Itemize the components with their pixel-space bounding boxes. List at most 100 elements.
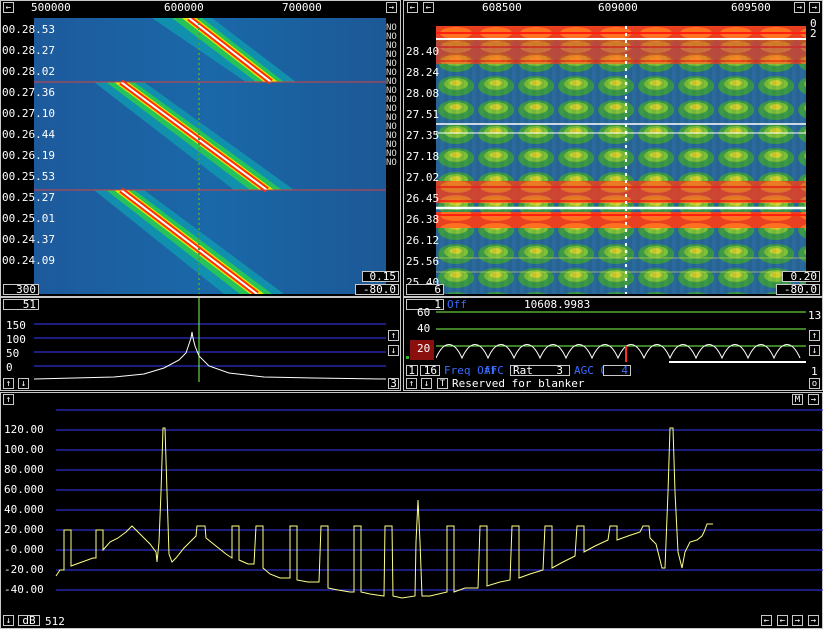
t-button[interactable]: T (437, 378, 448, 389)
off-label[interactable]: Off (447, 298, 467, 311)
frequency-readout: 10608.9983 (524, 298, 591, 311)
no-column: NO NO NO NO NO NO NO NO NO NO NO NO NO N… (386, 24, 400, 174)
scroll-down-button[interactable]: ↓ (18, 378, 29, 389)
y-axis-label: 20 (417, 342, 431, 355)
scroll-down-button[interactable]: ↓ (421, 378, 432, 389)
time-label: 28.24 (406, 66, 440, 79)
no-label: NO (386, 50, 397, 60)
scroll-up-button[interactable]: ↑ (3, 394, 14, 405)
time-label: 25.56 (406, 255, 440, 268)
freq-tick-label: 700000 (282, 1, 322, 14)
y-axis-label: 100 (6, 333, 26, 346)
scroll-right-button[interactable]: → (794, 2, 805, 13)
left-avg-box[interactable]: 300 (3, 284, 39, 295)
time-label: 00.26.19 (2, 149, 55, 162)
rat-label: Rat (513, 364, 533, 377)
o-button[interactable]: o (809, 378, 820, 389)
left-offset-box[interactable]: -80.0 (355, 284, 399, 295)
freq-tick-label: 600000 (164, 1, 204, 14)
y-axis-label: 60 (417, 306, 431, 319)
freq-tick-label: 609500 (731, 1, 771, 14)
box-1[interactable]: 1 (406, 365, 418, 376)
left-spectrum-panel (0, 297, 401, 391)
no-label: NO (386, 104, 397, 114)
time-label: 27.02 (406, 171, 440, 184)
time-label: 00.25.01 (2, 212, 55, 225)
rat-box[interactable]: Rat 3 (510, 365, 570, 376)
scroll-right-button[interactable]: → (386, 2, 397, 13)
box-16[interactable]: 16 (420, 365, 440, 376)
left-gain-box[interactable]: 0.15 (362, 271, 399, 282)
y-axis-label: 20.000 (4, 523, 44, 536)
freq-off-toggle[interactable]: Freq Off (444, 364, 497, 377)
scroll-left-button[interactable]: ← (3, 2, 14, 13)
time-label: 28.40 (406, 45, 440, 58)
no-label: NO (386, 23, 397, 33)
scroll-down-button[interactable]: ↓ (3, 615, 14, 626)
side-indicator: 2 (810, 27, 817, 40)
no-label: NO (386, 32, 397, 42)
time-label: 00.25.27 (2, 191, 55, 204)
fft-size-label: 512 (45, 615, 65, 628)
signal-band (94, 79, 294, 193)
scroll-right-button[interactable]: → (792, 615, 803, 626)
time-label: 27.18 (406, 150, 440, 163)
side-indicator: 0 (810, 17, 817, 30)
no-label: NO (386, 140, 397, 150)
time-label: 00.28.53 (2, 23, 55, 36)
rat-value: 3 (556, 364, 563, 377)
db-button[interactable]: dB (18, 615, 40, 626)
left-waterfall-image[interactable] (34, 18, 386, 294)
red-indicator-box[interactable] (410, 340, 434, 360)
scroll-down-button[interactable]: ↓ (809, 345, 820, 356)
time-label: 26.38 (406, 213, 440, 226)
green-indicator (406, 356, 409, 359)
y-axis-label: -20.00 (4, 563, 44, 576)
scroll-right-button[interactable]: → (809, 2, 820, 13)
right-audio-graph[interactable] (436, 310, 806, 364)
y-axis-label: 150 (6, 319, 26, 332)
y-axis-label: 0 (6, 361, 13, 374)
m-button[interactable]: M (792, 394, 803, 405)
no-label: NO (386, 59, 397, 69)
time-label: 26.45 (406, 192, 440, 205)
time-label: 25.40 (406, 276, 440, 289)
y-axis-label: 40 (417, 322, 431, 335)
y-axis-label: 60.000 (4, 483, 44, 496)
scroll-left-button[interactable]: ← (777, 615, 788, 626)
y-axis-label: 50 (6, 347, 20, 360)
scroll-up-button[interactable]: ↑ (406, 378, 417, 389)
time-label: 00.24.37 (2, 233, 55, 246)
scroll-right-button[interactable]: → (808, 615, 819, 626)
scroll-right-button[interactable]: → (808, 394, 819, 405)
time-label: 00.27.36 (2, 86, 55, 99)
scroll-up-button[interactable]: ↑ (3, 378, 14, 389)
time-label: 00.26.44 (2, 128, 55, 141)
left-spectrum-graph[interactable] (34, 298, 386, 382)
left-spectrum-top-box[interactable]: 51 (3, 299, 39, 310)
right-avg-box[interactable]: 6 (406, 284, 444, 295)
right-offset-box[interactable]: -80.0 (776, 284, 820, 295)
right-waterfall-image[interactable] (436, 26, 806, 294)
freq-tick-label: 609000 (598, 1, 638, 14)
scroll-left-button[interactable]: ← (761, 615, 772, 626)
scroll-left-button[interactable]: ← (423, 2, 434, 13)
agc-value-box[interactable]: 4 (603, 365, 631, 376)
scroll-down-button[interactable]: ↓ (388, 345, 399, 356)
scroll-up-button[interactable]: ↑ (388, 330, 399, 341)
left-spectrum-right-box[interactable]: 3 (388, 378, 399, 389)
scroll-left-button[interactable]: ← (407, 2, 418, 13)
no-label: NO (386, 95, 397, 105)
y-axis-label: 40.000 (4, 503, 44, 516)
time-label: 00.28.27 (2, 44, 55, 57)
right-box-1[interactable]: 1 (406, 299, 444, 310)
right-scale-bottom: 1 (811, 365, 818, 378)
scroll-up-button[interactable]: ↑ (809, 330, 820, 341)
freq-tick-label: 608500 (482, 1, 522, 14)
no-label: NO (386, 68, 397, 78)
y-axis-label: 120.00 (4, 423, 44, 436)
baseband-graph[interactable] (0, 392, 823, 612)
left-freq-axis: 500000 600000 700000 (16, 2, 384, 14)
right-gain-box[interactable]: 0.20 (782, 271, 820, 282)
time-label: 00.25.53 (2, 170, 55, 183)
